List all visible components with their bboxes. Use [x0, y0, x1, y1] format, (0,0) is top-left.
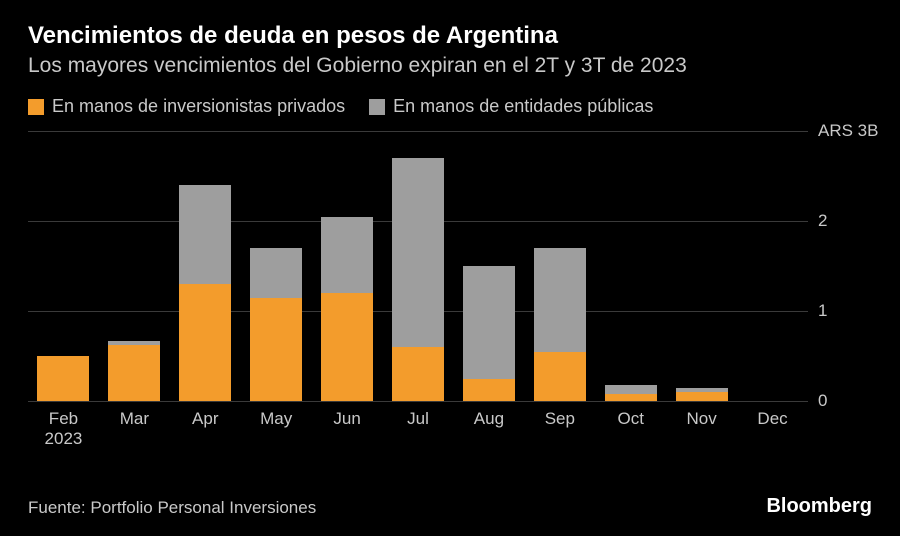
bar-segment-private — [179, 284, 231, 401]
bar-segment-private — [534, 352, 586, 402]
brand-label: Bloomberg — [766, 495, 872, 518]
gridline — [28, 401, 808, 402]
legend-item-private: En manos de inversionistas privados — [28, 96, 345, 117]
x-tick-label: Feb2023 — [45, 409, 83, 449]
chart-title: Vencimientos de deuda en pesos de Argent… — [28, 22, 872, 50]
x-tick-label: Jul — [407, 409, 429, 429]
bar-column — [250, 248, 302, 401]
bar-column — [676, 388, 728, 402]
legend-label-private: En manos de inversionistas privados — [52, 96, 345, 117]
y-tick-label: 2 — [818, 211, 827, 231]
y-tick-label: ARS 3B — [818, 121, 878, 141]
bar-segment-private — [250, 298, 302, 402]
bar-segment-public — [321, 217, 373, 294]
bar-segment-public — [534, 248, 586, 352]
bar-column — [463, 266, 515, 401]
bar-column — [605, 385, 657, 401]
plot-area — [28, 131, 808, 401]
bar-segment-public — [250, 248, 302, 298]
x-tick-label: Sep — [545, 409, 575, 429]
bar-segment-private — [321, 293, 373, 401]
x-tick-label: Mar — [120, 409, 149, 429]
bar-segment-private — [463, 379, 515, 402]
x-tick-label: May — [260, 409, 292, 429]
bar-segment-private — [605, 394, 657, 401]
bar-segment-private — [392, 347, 444, 401]
chart-subtitle: Los mayores vencimientos del Gobierno ex… — [28, 54, 872, 78]
bar-column — [37, 356, 89, 401]
x-year-label: 2023 — [45, 429, 83, 449]
bar-column — [179, 185, 231, 401]
bar-segment-public — [179, 185, 231, 284]
chart-container: Vencimientos de deuda en pesos de Argent… — [0, 0, 900, 536]
legend-swatch-private — [28, 99, 44, 115]
y-tick-label: 0 — [818, 391, 827, 411]
x-tick-label: Jun — [333, 409, 360, 429]
bars — [28, 131, 808, 401]
x-tick-label: Nov — [687, 409, 717, 429]
bar-segment-public — [605, 385, 657, 394]
legend-item-public: En manos de entidades públicas — [369, 96, 653, 117]
bar-segment-public — [463, 266, 515, 379]
chart-area: 012ARS 3B Feb2023MarAprMayJunJulAugSepOc… — [28, 131, 872, 431]
x-tick-label: Apr — [192, 409, 218, 429]
bar-segment-private — [37, 356, 89, 401]
legend: En manos de inversionistas privados En m… — [28, 96, 872, 117]
legend-swatch-public — [369, 99, 385, 115]
legend-label-public: En manos de entidades públicas — [393, 96, 653, 117]
x-tick-label: Aug — [474, 409, 504, 429]
bar-column — [108, 341, 160, 401]
bar-column — [321, 217, 373, 402]
x-tick-label: Dec — [757, 409, 787, 429]
bar-column — [534, 248, 586, 401]
source-label: Fuente: Portfolio Personal Inversiones — [28, 498, 316, 518]
x-tick-label: Oct — [617, 409, 643, 429]
y-tick-label: 1 — [818, 301, 827, 321]
bar-segment-public — [392, 158, 444, 347]
bar-column — [392, 158, 444, 401]
bar-segment-private — [108, 345, 160, 401]
bar-segment-private — [676, 392, 728, 401]
